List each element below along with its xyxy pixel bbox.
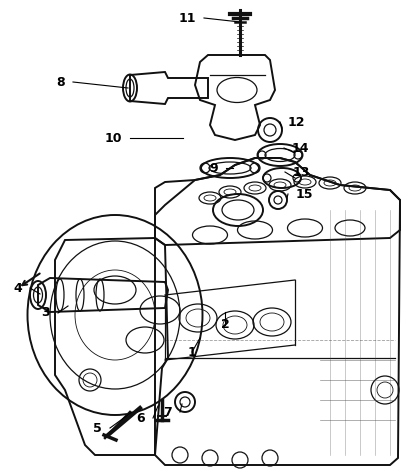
Text: 10: 10	[105, 132, 122, 144]
Text: 6: 6	[136, 411, 145, 425]
Text: 7: 7	[163, 406, 172, 418]
Text: 8: 8	[57, 76, 65, 88]
Text: 13: 13	[293, 165, 311, 179]
Text: 9: 9	[209, 162, 218, 174]
Text: 12: 12	[288, 115, 306, 129]
Text: 4: 4	[13, 282, 22, 294]
Text: 3: 3	[42, 306, 50, 320]
Text: 1: 1	[188, 345, 196, 359]
Text: 15: 15	[296, 188, 313, 200]
Text: 11: 11	[179, 11, 196, 25]
Text: 5: 5	[93, 421, 102, 435]
Text: 2: 2	[221, 319, 230, 332]
Text: 14: 14	[292, 142, 309, 154]
